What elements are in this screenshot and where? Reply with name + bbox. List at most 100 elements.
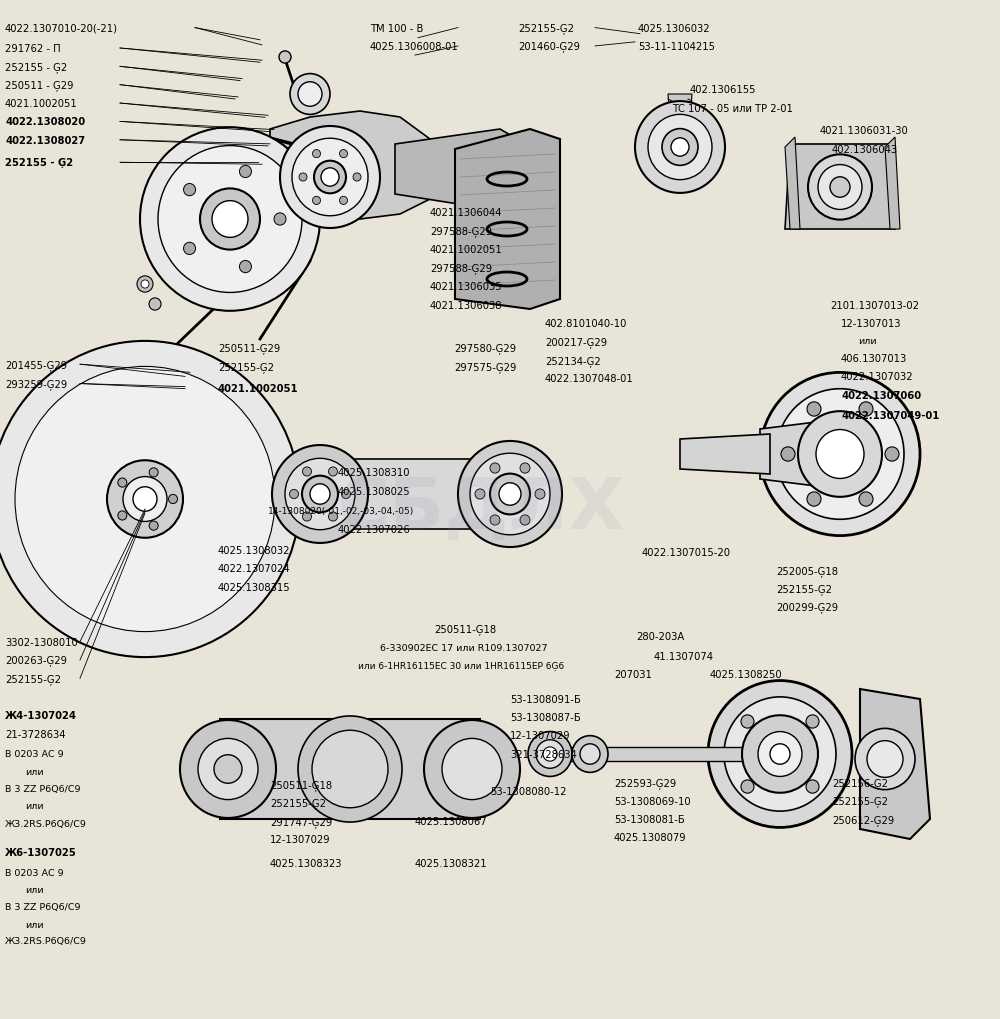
Text: или 6-1HR16115ЕС 30 или 1HR16115ЕР 6Ģ6: или 6-1HR16115ЕС 30 или 1HR16115ЕР 6Ģ6 — [358, 661, 564, 669]
Circle shape — [490, 464, 500, 474]
Circle shape — [280, 127, 380, 229]
Polygon shape — [680, 434, 770, 475]
Circle shape — [580, 744, 600, 764]
Text: 252155-Ģ2: 252155-Ģ2 — [270, 798, 326, 808]
Text: 297575-Ģ29: 297575-Ģ29 — [454, 362, 516, 372]
Circle shape — [149, 522, 158, 531]
Circle shape — [302, 468, 312, 477]
Circle shape — [272, 445, 368, 543]
Circle shape — [212, 202, 248, 238]
Circle shape — [816, 430, 864, 479]
Text: 6-330902ЕС 17 или R109.1307027: 6-330902ЕС 17 или R109.1307027 — [380, 644, 548, 652]
Text: 4022.1307024: 4022.1307024 — [218, 564, 291, 574]
Circle shape — [340, 151, 348, 159]
Text: 297580-Ģ29: 297580-Ģ29 — [454, 343, 516, 354]
Circle shape — [536, 740, 564, 768]
Text: 4022.1308027: 4022.1308027 — [5, 136, 85, 146]
Text: 252155-Ģ2: 252155-Ģ2 — [218, 362, 274, 372]
Circle shape — [499, 483, 521, 505]
Circle shape — [458, 441, 562, 547]
Circle shape — [859, 492, 873, 506]
Circle shape — [798, 412, 882, 497]
Text: 201460-Ģ29: 201460-Ģ29 — [518, 42, 580, 52]
Circle shape — [312, 731, 388, 808]
Circle shape — [118, 479, 127, 488]
Text: 200217-Ģ29: 200217-Ģ29 — [545, 337, 607, 347]
Circle shape — [312, 197, 320, 205]
Polygon shape — [7, 506, 119, 571]
Circle shape — [158, 147, 302, 293]
Text: 207031: 207031 — [614, 669, 652, 680]
Text: 291747-Ģ29: 291747-Ģ29 — [270, 816, 332, 826]
Text: 53-1308080-12: 53-1308080-12 — [490, 786, 566, 796]
Text: 250511-Ģ18: 250511-Ģ18 — [434, 624, 496, 634]
Text: 250511-Ģ18: 250511-Ģ18 — [270, 780, 332, 790]
Circle shape — [239, 166, 251, 178]
Text: 4022.1307049-01: 4022.1307049-01 — [841, 411, 939, 421]
Text: 402.8101040-10: 402.8101040-10 — [545, 319, 627, 329]
Circle shape — [770, 744, 790, 764]
Circle shape — [299, 174, 307, 182]
Text: 4025.1308250: 4025.1308250 — [710, 669, 783, 680]
Circle shape — [490, 474, 530, 515]
Text: 252156-Ģ2: 252156-Ģ2 — [832, 777, 888, 788]
Circle shape — [314, 162, 346, 195]
Circle shape — [200, 190, 260, 251]
Circle shape — [830, 177, 850, 198]
Circle shape — [662, 129, 698, 166]
Polygon shape — [530, 747, 780, 761]
Text: 4022.1307010-20(-21): 4022.1307010-20(-21) — [5, 23, 118, 34]
Circle shape — [133, 487, 157, 512]
Circle shape — [648, 115, 712, 180]
Circle shape — [137, 276, 153, 292]
Text: 4025.1306032: 4025.1306032 — [638, 23, 711, 34]
Circle shape — [292, 140, 368, 217]
Circle shape — [310, 484, 330, 504]
Circle shape — [807, 492, 821, 506]
Text: 4022.1307060: 4022.1307060 — [841, 390, 921, 400]
Text: 252134-Ģ2: 252134-Ģ2 — [545, 356, 601, 366]
Text: или: или — [25, 802, 44, 810]
Text: 53-1308087-Б: 53-1308087-Б — [510, 712, 581, 722]
Text: В 0203 АС 9: В 0203 АС 9 — [5, 868, 64, 876]
Circle shape — [741, 715, 754, 729]
Circle shape — [671, 139, 689, 157]
Circle shape — [867, 741, 903, 777]
Polygon shape — [455, 129, 560, 310]
Text: 406.1307013: 406.1307013 — [841, 354, 907, 364]
Text: 200263-Ģ29: 200263-Ģ29 — [5, 655, 67, 665]
Text: 3302-1308010: 3302-1308010 — [5, 637, 78, 647]
Text: Ж4-1307024: Ж4-1307024 — [5, 710, 77, 720]
Polygon shape — [860, 689, 930, 840]
Circle shape — [168, 495, 178, 504]
Text: или: или — [858, 337, 877, 345]
Circle shape — [290, 490, 298, 499]
Text: 4022.1307032: 4022.1307032 — [841, 372, 914, 382]
Circle shape — [818, 165, 862, 210]
Text: 4025.1308321: 4025.1308321 — [415, 858, 488, 868]
Circle shape — [312, 151, 320, 159]
Text: 4021.1002051: 4021.1002051 — [218, 383, 299, 393]
Circle shape — [724, 697, 836, 811]
Circle shape — [470, 453, 550, 535]
Text: 12-1307013: 12-1307013 — [841, 319, 902, 329]
Text: 4022.1307026: 4022.1307026 — [338, 525, 411, 535]
Circle shape — [184, 243, 196, 255]
Text: 250511 - Ģ29: 250511 - Ģ29 — [5, 81, 74, 91]
Text: В 3 ZZ P6Q6/С9: В 3 ZZ P6Q6/С9 — [5, 785, 80, 793]
Circle shape — [0, 341, 300, 657]
Circle shape — [758, 732, 802, 776]
Circle shape — [776, 389, 904, 520]
Polygon shape — [668, 95, 692, 148]
Text: или: или — [25, 767, 44, 775]
Circle shape — [806, 781, 819, 794]
Circle shape — [340, 197, 348, 205]
Circle shape — [806, 715, 819, 729]
Circle shape — [475, 489, 485, 499]
Text: 53-1308069-10: 53-1308069-10 — [614, 796, 691, 806]
Text: СБДЛХ: СБДЛХ — [336, 475, 624, 544]
Circle shape — [708, 681, 852, 827]
Circle shape — [140, 128, 320, 312]
Text: 4025.1308067: 4025.1308067 — [415, 816, 488, 826]
Circle shape — [859, 403, 873, 417]
